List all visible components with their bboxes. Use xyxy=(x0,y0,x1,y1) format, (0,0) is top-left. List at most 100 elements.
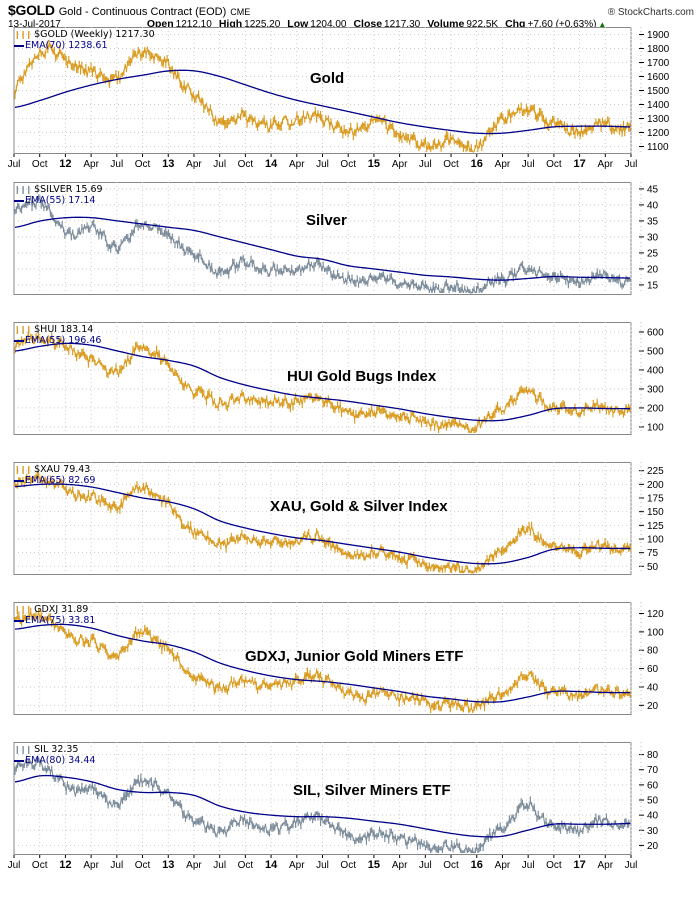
x-axis-year-label: 13 xyxy=(162,859,174,871)
x-axis-month-label: Apr xyxy=(289,159,305,170)
y-axis-label: 100 xyxy=(647,534,664,545)
price-series-silver xyxy=(14,194,631,294)
x-axis-month-label: Jul xyxy=(316,159,329,170)
x-axis-month-label: Jul xyxy=(625,159,638,170)
x-axis-month-label: Jul xyxy=(213,860,226,871)
y-axis-label: 125 xyxy=(647,521,664,532)
plot-area-sil: 20 30 40 50 60 70 80 Jul Oct 12 Apr Jul Oct 13 Apr Jul O… xyxy=(8,742,659,871)
chart-panel-sil[interactable]: 20 30 40 50 60 70 80 Jul Oct 12 Apr Jul Oct 13 Apr Jul O… xyxy=(0,742,700,900)
y-axis-label: 15 xyxy=(647,280,659,291)
chart-panel-xau[interactable]: 50 75 100 125 150 175 200 225 ❙❙❙ $XAU 79.43 EMA(… xyxy=(0,462,700,602)
y-axis-label: 40 xyxy=(647,682,659,693)
x-axis-month-label: Oct xyxy=(238,159,254,170)
x-axis-year-label: 12 xyxy=(59,859,71,871)
plot-area-gold: 1100 1200 1300 1400 1500 1600 1700 1800 1900 Jul O… xyxy=(8,27,670,170)
y-axis-label: 1400 xyxy=(647,100,670,111)
y-axis-label: 150 xyxy=(647,507,664,518)
panel-title-sil: SIL, Silver Miners ETF xyxy=(293,782,451,799)
ema-line-hui xyxy=(14,342,630,422)
y-axis-label: 40 xyxy=(647,200,659,211)
x-axis-month-label: Jul xyxy=(110,860,123,871)
exchange-label: CME xyxy=(230,7,251,17)
x-axis-month-label: Jul xyxy=(213,159,226,170)
x-axis-month-label: Apr xyxy=(83,860,99,871)
x-axis-year-label: 17 xyxy=(573,158,585,170)
y-axis-label: 60 xyxy=(647,780,659,791)
y-axis-label: 75 xyxy=(647,548,659,559)
y-axis-label: 500 xyxy=(647,346,664,357)
y-axis-label: 200 xyxy=(647,403,664,414)
symbol-description: Gold - Continuous Contract (EOD) xyxy=(58,6,227,18)
stockcharts-brand: ® StockCharts.com xyxy=(607,7,694,18)
x-axis-month-label: Oct xyxy=(443,860,459,871)
quote-value-chg: +7.60 (+0.63%) xyxy=(527,19,597,30)
y-axis-label: 200 xyxy=(647,480,664,491)
quote-change-arrow: ▲ xyxy=(598,20,607,29)
x-axis-month-label: Apr xyxy=(392,159,408,170)
x-axis-year-label: 12 xyxy=(59,158,71,170)
y-axis-label: 175 xyxy=(647,494,664,505)
ema-line-gold xyxy=(14,69,631,135)
y-axis-label: 1500 xyxy=(647,86,670,97)
y-axis-label: 600 xyxy=(647,327,664,338)
x-axis-month-label: Jul xyxy=(110,159,123,170)
symbol-ticker: $GOLD xyxy=(8,2,55,18)
y-axis-label: 1800 xyxy=(647,44,670,55)
chart-panel-hui[interactable]: 100 200 300 400 500 600 ❙❙❙ $HUI 183.14 EMA(55)… xyxy=(0,322,700,462)
y-axis-label: 50 xyxy=(647,562,659,573)
panel-title-gold: Gold xyxy=(310,70,345,87)
x-axis-month-label: Apr xyxy=(598,860,614,871)
x-axis-month-label: Oct xyxy=(546,159,562,170)
quote-value-low: 1204.00 xyxy=(310,19,347,30)
x-axis-month-label: Jul xyxy=(625,860,638,871)
quote-date: 13-Jul-2017 xyxy=(8,19,61,30)
x-axis-year-label: 16 xyxy=(471,859,483,871)
x-axis-year-label: 17 xyxy=(573,859,585,871)
header-symbol-row: $GOLD Gold - Continuous Contract (EOD) C… xyxy=(8,2,694,18)
y-axis-label: 45 xyxy=(647,184,659,195)
y-axis-label: 100 xyxy=(647,627,664,638)
y-axis-label: 120 xyxy=(647,609,664,620)
quote-value-volume: 922.5K xyxy=(466,19,499,30)
quote-value-open: 1212.10 xyxy=(175,19,212,30)
y-axis-label: 300 xyxy=(647,384,664,395)
y-axis-label: 40 xyxy=(647,811,659,822)
y-axis-label: 1900 xyxy=(647,30,670,41)
y-axis-label: 1600 xyxy=(647,72,670,83)
header-quote-row: 13-Jul-2017 Open 1212.10 High 1225.20 Low 120… xyxy=(8,18,694,30)
x-axis-month-label: Jul xyxy=(8,860,21,871)
x-axis-month-label: Jul xyxy=(522,159,535,170)
x-axis-month-label: Apr xyxy=(495,159,511,170)
quote-value-high: 1225.20 xyxy=(244,19,281,30)
y-axis-label: 1100 xyxy=(647,142,669,153)
plot-area-gdxj: 20 40 60 80 100 120 xyxy=(13,602,664,715)
chart-panel-gold[interactable]: 1100 1200 1300 1400 1500 1600 1700 1800 1900 Jul O… xyxy=(0,27,700,182)
x-axis-month-label: Jul xyxy=(419,159,432,170)
x-axis-month-label: Apr xyxy=(495,860,511,871)
panel-title-hui: HUI Gold Bugs Index xyxy=(287,368,437,385)
chart-panel-gdxj[interactable]: 20 40 60 80 100 120 ❙❙❙ GDXJ 31.89 EMA(75) 33.8… xyxy=(0,602,700,742)
x-axis-month-label: Apr xyxy=(598,159,614,170)
x-axis-month-label: Apr xyxy=(392,860,408,871)
y-axis-label: 30 xyxy=(647,826,659,837)
y-axis-label: 1200 xyxy=(647,128,670,139)
price-series-gdxj xyxy=(14,607,631,713)
y-axis-label: 60 xyxy=(647,664,659,675)
x-axis-month-label: Jul xyxy=(316,860,329,871)
x-axis-month-label: Oct xyxy=(135,159,151,170)
y-axis-label: 20 xyxy=(647,701,659,712)
y-axis-label: 50 xyxy=(647,796,659,807)
x-axis-year-label: 15 xyxy=(368,859,380,871)
chart-panel-silver[interactable]: 15 20 25 30 35 40 45 ❙❙❙ $SILVER 15.69 EMA(55) 1… xyxy=(0,182,700,322)
quote-value-close: 1217.30 xyxy=(384,19,421,30)
plot-area-xau: 50 75 100 125 150 175 200 225 xyxy=(13,462,664,575)
x-axis-year-label: 16 xyxy=(471,158,483,170)
x-axis-month-label: Oct xyxy=(443,159,459,170)
ema-line-sil xyxy=(14,774,631,838)
x-axis-month-label: Oct xyxy=(135,860,151,871)
x-axis-month-label: Apr xyxy=(83,159,99,170)
y-axis-label: 20 xyxy=(647,841,659,852)
x-axis-month-label: Jul xyxy=(522,860,535,871)
chart-header: $GOLD Gold - Continuous Contract (EOD) C… xyxy=(0,0,700,30)
